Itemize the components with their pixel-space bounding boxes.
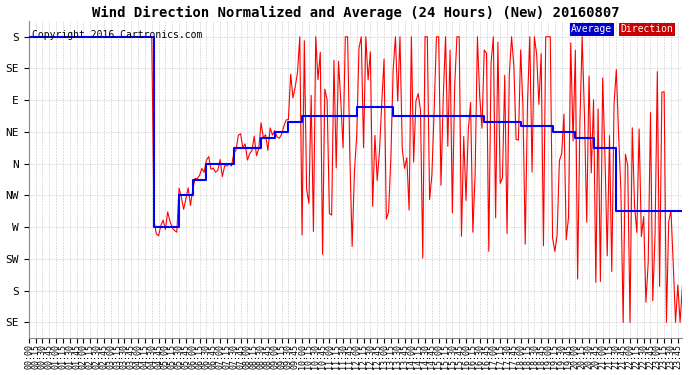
Text: Average: Average xyxy=(571,24,613,34)
Text: Copyright 2016 Cartronics.com: Copyright 2016 Cartronics.com xyxy=(32,30,202,40)
Title: Wind Direction Normalized and Average (24 Hours) (New) 20160807: Wind Direction Normalized and Average (2… xyxy=(92,6,620,20)
Text: Direction: Direction xyxy=(620,24,673,34)
